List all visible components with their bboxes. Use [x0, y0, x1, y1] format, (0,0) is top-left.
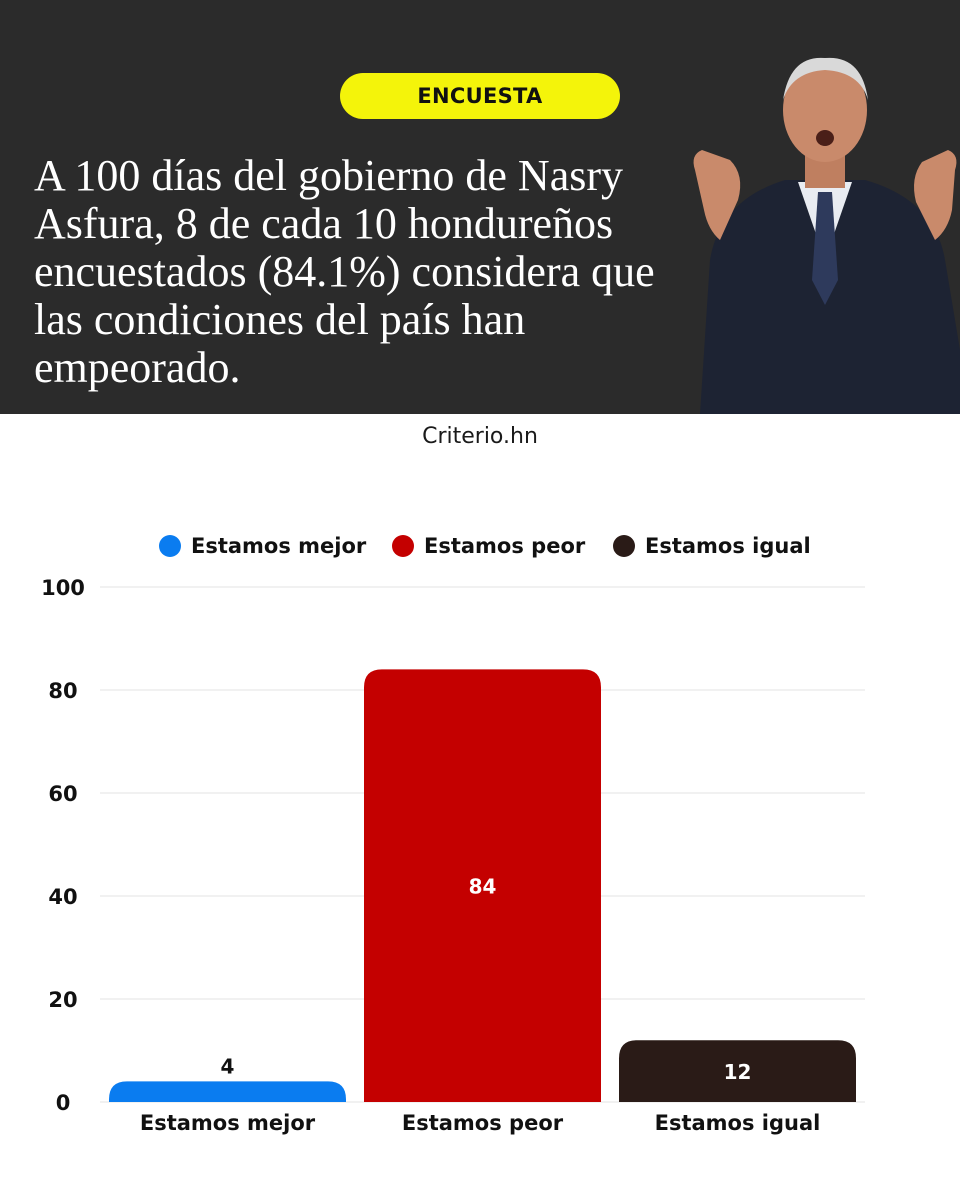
data-label: 4 [221, 1054, 235, 1078]
legend-label: Estamos igual [645, 534, 811, 558]
bar-estamos-mejor [109, 1081, 346, 1102]
legend-label: Estamos peor [424, 534, 586, 558]
legend-marker [613, 535, 635, 557]
tie [812, 192, 838, 305]
legend-label: Estamos mejor [191, 534, 367, 558]
legend-marker [392, 535, 414, 557]
right-hand [914, 150, 957, 240]
x-tick-label: Estamos igual [655, 1111, 821, 1135]
category-badge: ENCUESTA [340, 73, 620, 119]
legend-marker [159, 535, 181, 557]
hair [783, 57, 868, 100]
left-hand [693, 150, 741, 240]
y-tick-label: 20 [48, 988, 77, 1012]
data-label: 12 [724, 1060, 752, 1084]
y-axis-ticks: 0 20 40 60 80 100 [41, 576, 85, 1115]
bar-estamos-igual [619, 1040, 856, 1102]
headline: A 100 días del gobierno de Nasry Asfura,… [34, 151, 655, 392]
speaker-photo [693, 57, 960, 414]
bar-chart: Estamos mejor Estamos peor Estamos igual 0… [41, 534, 865, 1135]
mouth [816, 130, 834, 146]
x-axis-labels: Estamos mejor Estamos peor Estamos igual [140, 1111, 821, 1135]
header-banner: ENCUESTA A 100 días del gobierno de Nasr… [0, 0, 960, 414]
data-label: 84 [469, 875, 497, 899]
head [783, 58, 867, 162]
y-tick-label: 60 [48, 782, 77, 806]
suit [700, 180, 960, 414]
x-tick-label: Estamos peor [402, 1111, 564, 1135]
bar-estamos-peor [364, 669, 601, 1102]
source-label: Criterio.hn [422, 424, 538, 449]
y-tick-label: 80 [48, 679, 77, 703]
chart-bars: 4 84 12 [109, 669, 856, 1102]
x-tick-label: Estamos mejor [140, 1111, 316, 1135]
chart-legend: Estamos mejor Estamos peor Estamos igual [159, 534, 811, 558]
y-tick-label: 100 [41, 576, 85, 600]
y-tick-label: 0 [56, 1091, 71, 1115]
y-tick-label: 40 [48, 885, 77, 909]
